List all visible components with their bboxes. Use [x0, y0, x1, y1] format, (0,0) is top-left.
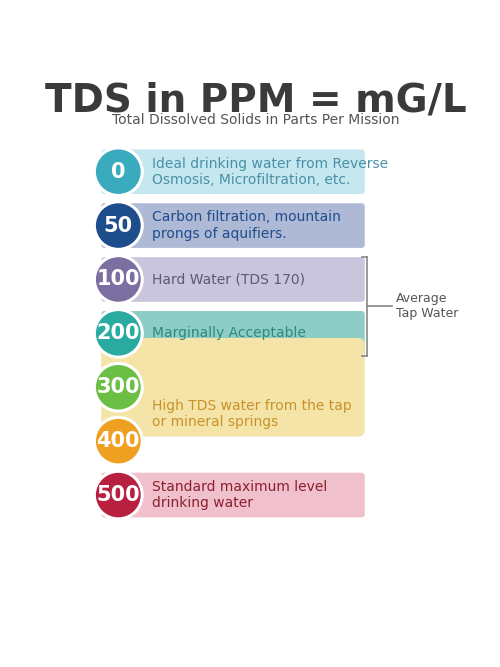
Circle shape: [94, 470, 143, 520]
Text: Ideal drinking water from Reverse
Osmosis, Microfiltration, etc.: Ideal drinking water from Reverse Osmosi…: [152, 157, 388, 187]
Circle shape: [96, 204, 140, 247]
Circle shape: [94, 416, 143, 466]
Circle shape: [94, 363, 143, 412]
Text: 500: 500: [96, 485, 140, 505]
FancyBboxPatch shape: [101, 257, 365, 301]
Circle shape: [96, 420, 140, 463]
Text: 400: 400: [96, 431, 140, 451]
Circle shape: [96, 150, 140, 193]
Circle shape: [94, 201, 143, 250]
FancyBboxPatch shape: [101, 203, 365, 248]
Circle shape: [96, 258, 140, 301]
FancyBboxPatch shape: [101, 311, 365, 356]
Circle shape: [96, 366, 140, 409]
Text: TDS in PPM = mG/L: TDS in PPM = mG/L: [46, 82, 467, 120]
Text: 200: 200: [96, 323, 140, 344]
Text: High TDS water from the tap
or mineral springs: High TDS water from the tap or mineral s…: [152, 399, 352, 430]
Circle shape: [94, 147, 143, 196]
Text: 100: 100: [96, 269, 140, 289]
Text: 0: 0: [111, 161, 126, 181]
Text: Carbon filtration, mountain
prongs of aquifiers.: Carbon filtration, mountain prongs of aq…: [152, 211, 340, 241]
Text: 300: 300: [96, 378, 140, 398]
Circle shape: [96, 311, 140, 355]
FancyBboxPatch shape: [101, 149, 365, 194]
FancyBboxPatch shape: [101, 473, 365, 518]
Text: Total Dissolved Solids in Parts Per Mission: Total Dissolved Solids in Parts Per Miss…: [112, 113, 400, 127]
Text: Standard maximum level
drinking water: Standard maximum level drinking water: [152, 480, 327, 510]
Text: Hard Water (TDS 170): Hard Water (TDS 170): [152, 273, 304, 286]
Text: Average
Tap Water: Average Tap Water: [396, 292, 458, 320]
FancyBboxPatch shape: [101, 338, 365, 436]
Circle shape: [94, 255, 143, 304]
Circle shape: [96, 474, 140, 517]
Text: Marginally Acceptable: Marginally Acceptable: [152, 326, 306, 340]
Circle shape: [94, 309, 143, 358]
Text: 50: 50: [104, 215, 133, 235]
